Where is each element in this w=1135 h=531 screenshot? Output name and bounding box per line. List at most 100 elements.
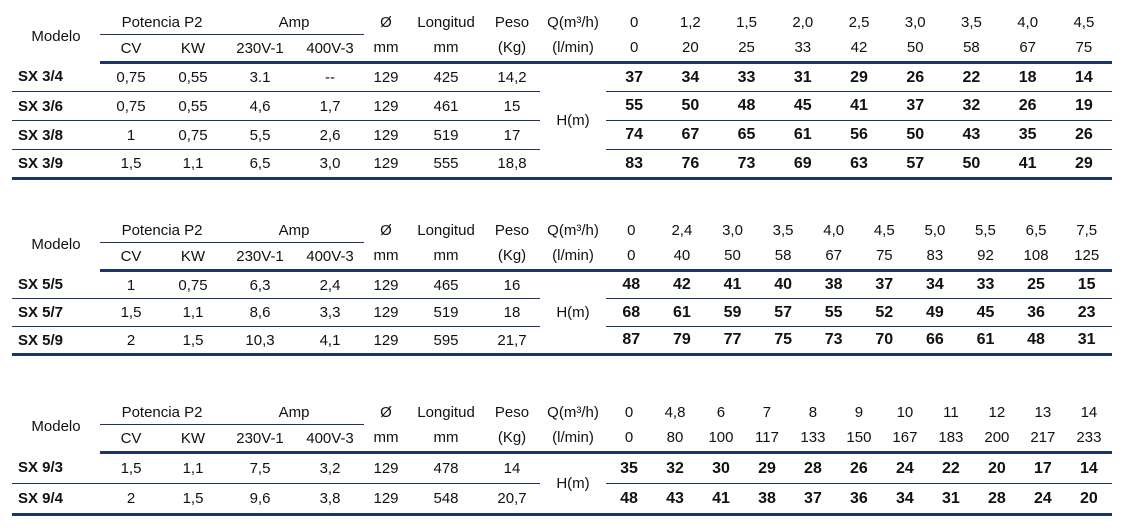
flow-m3h: 0 [624,403,634,421]
spec-value: 595 [408,326,485,356]
head-value: 31 [927,483,974,516]
spec-value: 0,75 [100,62,162,92]
head-value: 20 [973,452,1020,484]
head-value: 48 [1010,326,1062,356]
header-row: Modelo Potencia P2 Amp Ø Longitud Peso Q(m³/h)… [12,10,1112,45]
unit-label: (Kg) [484,34,541,64]
spec-value: 1,5 [100,452,162,484]
spec-value: 0,75 [162,270,225,299]
flow-m3h: 12 [988,403,1006,421]
spec-value: 8,6 [224,298,297,327]
spec-value: 1,1 [162,298,225,327]
spec-value: 129 [364,149,409,180]
flow-lmin: 33 [774,34,831,64]
spec-value: 1,7 [296,91,365,121]
flow-lmin: 67 [808,242,859,272]
spec-value: 129 [364,62,409,92]
flow-m3h: 1,5 [736,13,757,31]
head-value: 32 [943,91,1000,121]
flow-lmin: 67 [999,34,1056,64]
model-row: SX 3/6 0,75 0,55 4,6 1,7 129 461 15 55 50 48 45 41 37… [12,91,1112,121]
unit-label: mm [408,34,485,64]
spec-value: 3.1 [224,62,297,92]
head-value: 87 [606,326,657,356]
spec-value: 129 [364,452,409,484]
unit-label: KW [162,34,225,64]
head-value: 65 [718,120,775,150]
spec-value: 1,5 [162,483,225,516]
flow-m3h: 4,0 [823,221,845,239]
spec-value: 2 [100,326,162,356]
model-header: Modelo [31,235,81,253]
head-value: 28 [973,483,1020,516]
amp-header: Amp [224,218,365,243]
head-value: 14 [1065,452,1112,484]
head-value: 49 [909,298,961,327]
head-value: 33 [718,62,775,92]
spec-value: 3,2 [296,452,365,484]
flow-lmin: 100 [697,424,744,454]
head-value: 22 [927,452,974,484]
head-value: 40 [757,270,809,299]
power-header: Potencia P2 [100,400,225,425]
model-name: SX 3/8 [12,120,100,150]
flow-lmin: 50 [887,34,944,64]
model-header: Modelo [31,27,81,45]
unit-row: CV KW 230V-1 400V-3 mm mm (Kg) (l/min) 0 80 100 117… [12,424,1112,454]
head-value: 29 [743,452,790,484]
spec-value: 0,75 [162,120,225,150]
head-value: 20 [1065,483,1112,516]
flow-lmin: 217 [1019,424,1066,454]
head-value: 37 [858,270,910,299]
head-value: 50 [943,149,1000,180]
flow-lmin: 0 [606,34,663,64]
spec-value: 461 [408,91,485,121]
flow-m3h: 7,5 [1076,221,1098,239]
flow-lmin: 50 [707,242,758,272]
head-value: 36 [1010,298,1062,327]
flow-header: Q(m³/h) [547,403,599,421]
head-label: H(m) [540,452,607,516]
unit-label: mm [364,34,409,64]
flow-m3h: 8 [808,403,818,421]
head-value: 45 [774,91,831,121]
spec-value: 20,7 [484,483,541,516]
unit-label: CV [100,424,162,454]
head-value: 25 [1010,270,1062,299]
flow-lmin: 0 [606,242,657,272]
flow-lmin: 125 [1061,242,1112,272]
spec-value: 1,1 [162,452,225,484]
head-value: 79 [656,326,708,356]
head-value: 48 [606,483,652,516]
weight-header: Peso [494,221,530,239]
unit-label: mm [408,242,485,272]
spec-value: 129 [364,298,409,327]
head-value: 61 [656,298,708,327]
spec-value: 129 [364,91,409,121]
head-value: 34 [881,483,928,516]
spec-value: 129 [364,326,409,356]
head-value: 74 [606,120,663,150]
spec-value: 4,6 [224,91,297,121]
head-value: 29 [1055,149,1112,180]
head-value: 59 [707,298,758,327]
head-value: 34 [662,62,719,92]
unit-label: 400V-3 [296,242,365,272]
spec-value: 0,55 [162,62,225,92]
unit-label: (l/min) [540,242,607,272]
unit-label: 230V-1 [224,242,297,272]
head-value: 42 [656,270,708,299]
model-name: SX 3/6 [12,91,100,121]
head-value: 61 [774,120,831,150]
head-value: 35 [606,452,652,484]
head-value: 35 [999,120,1056,150]
flow-m3h: 0 [629,13,639,31]
weight-header: Peso [494,13,530,31]
unit-row: CV KW 230V-1 400V-3 mm mm (Kg) (l/min) 0 40 50 58 67… [12,242,1112,272]
spec-value: 21,7 [484,326,541,356]
unit-label: (l/min) [540,34,607,64]
head-value: 76 [662,149,719,180]
model-row: SX 9/3 1,5 1,1 7,5 3,2 129 478 14 H(m) 35 32 30 29 28… [12,452,1112,516]
spec-value: 1,1 [162,149,225,180]
